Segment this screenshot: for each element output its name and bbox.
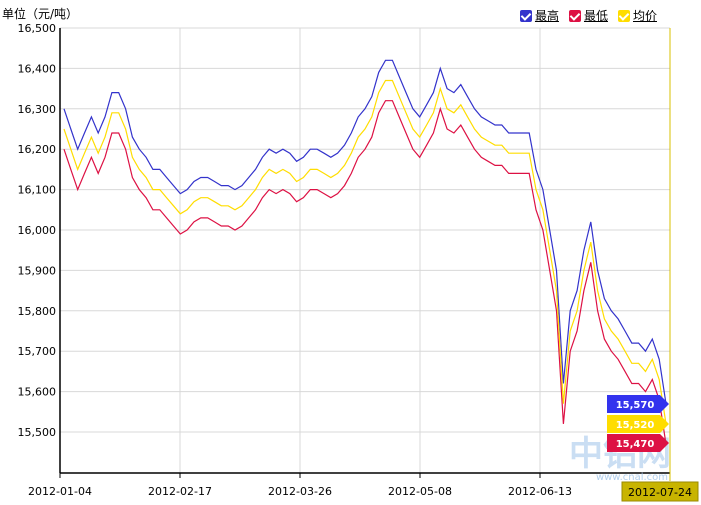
legend-label-low: 最低 — [583, 9, 608, 23]
checkbox-icon — [617, 9, 630, 22]
y-tick-label: 15,800 — [18, 305, 57, 318]
value-tooltip-label: 15,470 — [616, 439, 655, 450]
x-tick-label: 2012-06-13 — [508, 485, 572, 498]
series-line-1 — [63, 100, 667, 445]
legend-item-avg[interactable]: 均价 — [617, 7, 657, 24]
y-tick-label: 16,400 — [18, 62, 57, 75]
legend-label-avg: 均价 — [632, 9, 657, 23]
checkbox-icon — [568, 9, 581, 22]
date-tooltip-label: 2012-07-24 — [628, 486, 692, 499]
series-line-0 — [63, 59, 667, 404]
y-tick-label: 15,500 — [18, 426, 57, 439]
y-tick-label: 15,700 — [18, 345, 57, 358]
watermark-url: www.cnal.com — [596, 472, 668, 483]
y-tick-label: 16,100 — [18, 184, 57, 197]
y-tick-label: 16,000 — [18, 224, 57, 237]
y-tick-label: 16,200 — [18, 143, 57, 156]
x-tick-label: 2012-02-17 — [148, 485, 212, 498]
value-tooltip-bg — [607, 395, 669, 413]
value-tooltip-label: 15,570 — [616, 400, 655, 411]
checkbox-icon — [519, 9, 532, 22]
x-tick-label: 2012-01-04 — [28, 485, 92, 498]
value-tooltip-label: 15,520 — [616, 420, 655, 431]
legend-item-high[interactable]: 最高 — [519, 7, 559, 24]
y-tick-label: 16,500 — [18, 22, 57, 35]
value-tooltip-bg — [607, 434, 669, 452]
x-tick-label: 2012-03-26 — [268, 485, 332, 498]
legend-item-low[interactable]: 最低 — [568, 7, 608, 24]
value-tooltip-bg — [607, 415, 669, 433]
legend: 最高 最低 均价 — [519, 7, 657, 24]
y-tick-label: 16,300 — [18, 103, 57, 116]
y-tick-label: 15,600 — [18, 386, 57, 399]
legend-label-high: 最高 — [534, 9, 559, 23]
series-line-2 — [63, 79, 667, 424]
y-tick-label: 15,900 — [18, 264, 57, 277]
date-tooltip-bg — [621, 481, 699, 502]
x-tick-label: 2012-05-08 — [388, 485, 452, 498]
y-axis-title: 单位（元/吨） — [2, 7, 79, 21]
